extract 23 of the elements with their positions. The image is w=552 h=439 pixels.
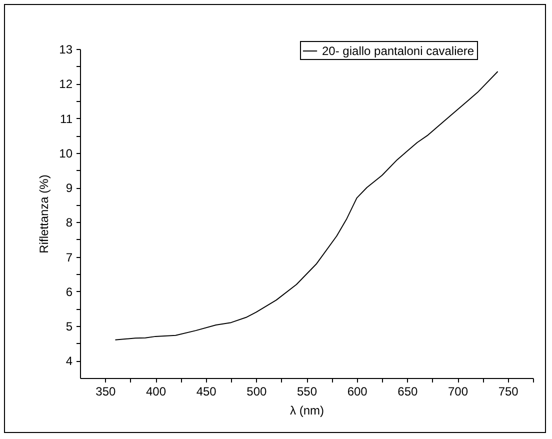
y-tick-label: 7 [66,250,73,264]
y-tick-label: 12 [59,77,73,92]
y-tick-label: 13 [59,42,73,56]
y-tick-label: 9 [66,181,73,196]
x-tick-label: 700 [448,384,468,398]
x-tick-label: 450 [196,384,217,398]
x-tick-label: 500 [246,384,267,398]
x-tick-label: 400 [146,384,166,398]
x-tick-label: 350 [96,384,116,398]
x-axis-title: λ (nm) [290,404,324,418]
line-series [114,71,498,340]
y-tick-label: 6 [66,284,73,299]
y-tick-label: 10 [59,146,73,160]
y-tick-label: 5 [66,320,73,334]
y-tick-label: 8 [66,216,73,230]
legend-label: 20- giallo pantaloni cavaliere [322,44,474,58]
x-tick-label: 550 [296,384,318,398]
x-tick-label: 750 [498,384,519,398]
x-tick-label: 600 [347,384,368,398]
y-tick-label: 11 [60,112,73,126]
x-tick-label: 650 [398,384,418,398]
y-tick-label: 4 [66,354,73,368]
y-axis-title: Riflettanza (%) [37,174,52,254]
